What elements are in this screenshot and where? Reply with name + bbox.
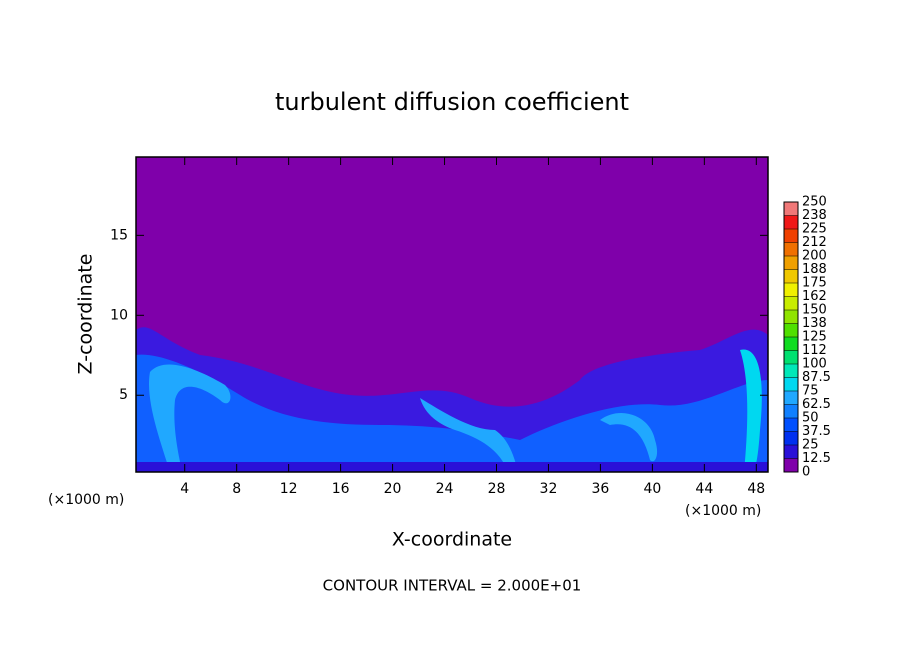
x-tick-label: 44 xyxy=(695,481,713,497)
x-tick-label: 32 xyxy=(540,481,558,497)
chart-title: turbulent diffusion coefficient xyxy=(275,88,629,116)
colorbar-label: 25 xyxy=(802,438,819,453)
colorbar-label: 75 xyxy=(802,384,819,399)
colorbar-cell xyxy=(784,256,798,270)
x-tick-label: 40 xyxy=(643,481,661,497)
plot-frame xyxy=(135,156,769,473)
colorbar-cell xyxy=(784,242,798,256)
x-tick-label: 36 xyxy=(592,481,610,497)
x-unit: (×1000 m) xyxy=(48,492,124,508)
colorbar-cell xyxy=(784,283,798,297)
colorbar-cell xyxy=(784,202,798,216)
colorbar-cell xyxy=(784,445,798,459)
colorbar-cell xyxy=(784,310,798,324)
colorbar-label: 112 xyxy=(802,343,827,358)
x-tick-label: 48 xyxy=(747,481,765,497)
x-tick-label: 20 xyxy=(384,481,402,497)
x-unit: (×1000 m) xyxy=(685,503,761,519)
colorbar-cell xyxy=(784,296,798,310)
colorbar-label: 62.5 xyxy=(802,397,831,412)
colorbar-label: 50 xyxy=(802,411,819,426)
field-region xyxy=(740,349,762,472)
field-region xyxy=(420,398,518,472)
colorbar-label: 138 xyxy=(802,316,827,331)
colorbar-label: 150 xyxy=(802,303,827,318)
x-tick-label: 12 xyxy=(280,481,298,497)
y-tick-label: 5 xyxy=(119,387,128,403)
y-axis-label: Z-coordinate xyxy=(75,254,97,375)
colorbar-label: 37.5 xyxy=(802,424,831,439)
colorbar-label: 200 xyxy=(802,249,827,264)
field-region xyxy=(600,412,658,462)
colorbar-cell xyxy=(784,350,798,364)
colorbar-label: 12.5 xyxy=(802,451,831,466)
colorbar-label: 162 xyxy=(802,289,827,304)
x-tick-label: 24 xyxy=(436,481,454,497)
colorbar-cell xyxy=(784,458,798,472)
colorbar-label: 175 xyxy=(802,276,827,291)
colorbar-label: 87.5 xyxy=(802,370,831,385)
colorbar-label: 212 xyxy=(802,235,827,250)
colorbar-cell xyxy=(784,377,798,391)
colorbar-cell xyxy=(784,229,798,243)
colorbar-cell xyxy=(784,418,798,432)
colorbar-label: 238 xyxy=(802,208,827,223)
colorbar-cell xyxy=(784,323,798,337)
colorbar-cell xyxy=(784,215,798,229)
colorbar-cell xyxy=(784,337,798,351)
colorbar-label: 250 xyxy=(802,195,827,210)
footer: CONTOUR INTERVAL = 2.000E+01 xyxy=(323,577,582,595)
colorbar-cell xyxy=(784,364,798,378)
x-tick-label: 4 xyxy=(180,481,189,497)
field-region xyxy=(136,462,768,472)
colorbar-cell xyxy=(784,404,798,418)
y-tick-label: 15 xyxy=(110,227,128,243)
y-tick-label: 10 xyxy=(110,307,128,323)
field-region xyxy=(149,364,231,472)
colorbar-label: 225 xyxy=(802,222,827,237)
colorbar-label: 125 xyxy=(802,330,827,345)
field-region xyxy=(136,354,768,472)
colorbar-cell xyxy=(784,431,798,445)
x-tick-label: 28 xyxy=(488,481,506,497)
colorbar-label: 188 xyxy=(802,262,827,277)
colorbar-label: 0 xyxy=(802,465,810,480)
x-tick-label: 16 xyxy=(332,481,350,497)
colorbar-label: 100 xyxy=(802,357,827,372)
x-axis-label: X-coordinate xyxy=(392,529,512,551)
colorbar-cell xyxy=(784,269,798,283)
x-tick-label: 8 xyxy=(232,481,241,497)
field xyxy=(136,157,768,472)
colorbar-cell xyxy=(784,391,798,405)
